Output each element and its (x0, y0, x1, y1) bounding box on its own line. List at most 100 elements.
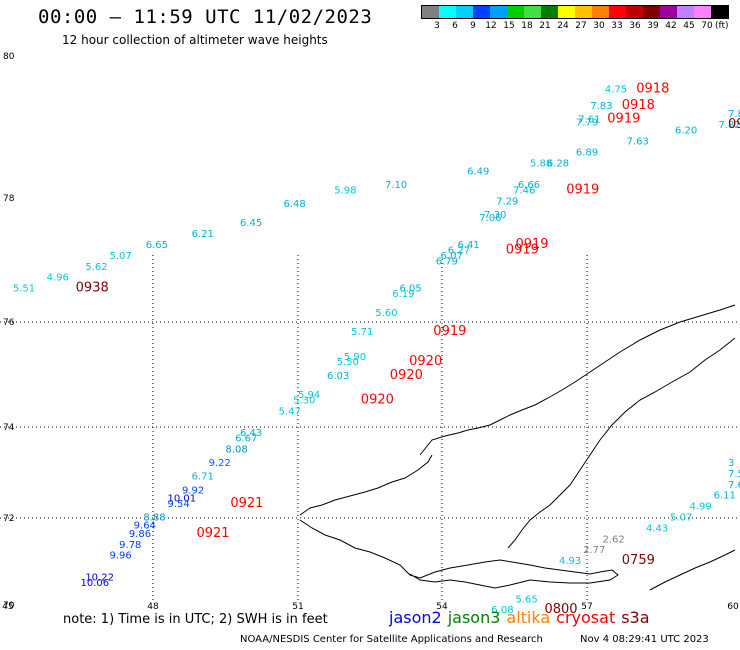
legend-swatch (694, 6, 711, 18)
satellite-legend: jason2 jason3 altika cryosat s3a (389, 608, 656, 627)
wave-height-value: 5.30 (293, 395, 315, 406)
coastline-south-island (299, 454, 619, 589)
wave-height-value: 10.06 (80, 578, 109, 589)
credit-line: NOAA/NESDIS Center for Satellite Applica… (240, 634, 543, 645)
lon-tick-label: 54 (436, 602, 448, 612)
wave-height-value: 10.01 (167, 493, 196, 504)
wave-height-value: 9.22 (209, 458, 231, 469)
wave-height-value: 8.08 (225, 444, 247, 455)
wave-height-value: 6.19 (392, 289, 414, 300)
pass-time-label: 0920 (390, 368, 423, 383)
wave-height-value: 7.83 (590, 101, 612, 112)
pass-time-label: 0937 (728, 117, 740, 132)
wave-height-value: 7.82 (718, 120, 740, 131)
wave-height-value: 7.10 (385, 180, 407, 191)
wave-height-value: 6.66 (518, 180, 540, 191)
legend-swatch (660, 6, 677, 18)
legend-label: 21 (539, 21, 551, 31)
legend-label: 24 (557, 21, 569, 31)
wave-height-value: 7.60 (728, 480, 740, 491)
map-title: 00:00 — 11:59 UTC 11/02/2023 (38, 6, 373, 28)
wave-height-value: 6.43 (240, 428, 262, 439)
legend-swatch (677, 6, 694, 18)
pass-time-label: 0919 (506, 242, 539, 257)
wave-height-value: 7.29 (496, 196, 518, 207)
wave-height-value: 7.84 (728, 109, 740, 120)
legend-swatch (439, 6, 456, 18)
wave-height-value: 5.62 (85, 262, 107, 273)
wave-height-value: 9.64 (134, 521, 156, 532)
legend-label: 3 (434, 21, 440, 31)
legend-swatch (558, 6, 575, 18)
wave-height-value: 6.45 (240, 218, 262, 229)
legend-swatch (711, 6, 728, 18)
wave-height-value: 8.88 (143, 513, 165, 524)
pass-time-label: 0919 (515, 237, 548, 252)
wave-height-value: 5.88 (530, 158, 552, 169)
legend-label: 33 (611, 21, 623, 31)
wave-height-value: 3 (728, 458, 734, 469)
wave-height-value: 5.47 (279, 406, 301, 417)
satellite-s3a: s3a (621, 608, 650, 627)
legend-label: 39 (647, 21, 659, 31)
legend-unit: (ft) (715, 21, 729, 31)
pass-time-label: 0759 (622, 553, 655, 568)
lon-tick-label: 45 (2, 602, 13, 612)
satellite-altika: altika (506, 608, 551, 627)
wave-height-value: 10.22 (85, 572, 114, 583)
wave-height-value: 6.79 (436, 256, 458, 267)
lon-tick-label: 60 (727, 602, 739, 612)
wave-height-value: 5.98 (334, 186, 356, 197)
legend-labels: 3 6 9 12 15 18 21 24 27 30 33 36 39 42 45 70 (ft) (421, 19, 729, 31)
color-legend: 3 6 9 12 15 18 21 24 27 30 33 36 39 42 45 70 (ft) (421, 5, 729, 31)
wave-height-value: 5.50 (337, 357, 359, 368)
legend-swatch (490, 6, 507, 18)
wave-height-value: 6.27 (448, 245, 470, 256)
wave-height-value: 7.79 (576, 117, 598, 128)
lat-tick-label: 76 (3, 318, 15, 328)
pass-time-label: 0920 (361, 392, 394, 407)
wave-height-value: 5.71 (351, 327, 373, 338)
wave-height-value: 6.05 (399, 284, 421, 295)
satellite-jason2: jason2 (389, 608, 442, 627)
legend-label: 36 (629, 21, 641, 31)
wave-height-value: 7.06 (479, 213, 501, 224)
legend-swatch (541, 6, 558, 18)
generated-timestamp: Nov 4 08:29:41 UTC 2023 (580, 634, 709, 645)
lon-tick-label: 51 (292, 602, 303, 612)
lat-tick-label: 70 (3, 601, 15, 611)
wave-height-value: 5.65 (515, 594, 537, 605)
lat-tick-label: 74 (3, 423, 15, 433)
legend-label: 45 (683, 21, 695, 31)
wave-height-value: 9.78 (119, 540, 141, 551)
wave-height-value: 6.11 (714, 491, 736, 502)
wave-height-value: 5.07 (670, 513, 692, 524)
wave-height-value: 7.46 (513, 186, 535, 197)
wave-height-value: 6.21 (192, 229, 214, 240)
legend-swatches (421, 5, 729, 19)
wave-height-value: 6.28 (547, 158, 569, 169)
wave-height-value: 7.61 (578, 115, 600, 126)
wave-height-value: 6.41 (457, 240, 479, 251)
wave-height-value: 2.77 (583, 545, 605, 556)
pass-time-label: 0918 (622, 98, 655, 113)
wave-height-value: 6.49 (467, 166, 489, 177)
wave-height-value: 7.30 (484, 210, 506, 221)
legend-swatch (422, 6, 439, 18)
wave-height-value: 5.90 (344, 352, 366, 363)
wave-height-value: 6.65 (146, 240, 168, 251)
legend-label: 15 (503, 21, 515, 31)
satellite-cryosat: cryosat (556, 608, 616, 627)
legend-label: 42 (665, 21, 677, 31)
wave-height-value: 4.99 (689, 502, 711, 513)
wave-height-value: 7.63 (627, 136, 649, 147)
legend-swatch (473, 6, 490, 18)
pass-time-label: 0918 (636, 82, 669, 97)
wave-height-value: 6.20 (675, 126, 697, 137)
pass-time-label: 0921 (196, 526, 229, 541)
legend-label: 12 (485, 21, 497, 31)
wave-height-value: 5.07 (109, 251, 131, 262)
legend-swatch (575, 6, 592, 18)
